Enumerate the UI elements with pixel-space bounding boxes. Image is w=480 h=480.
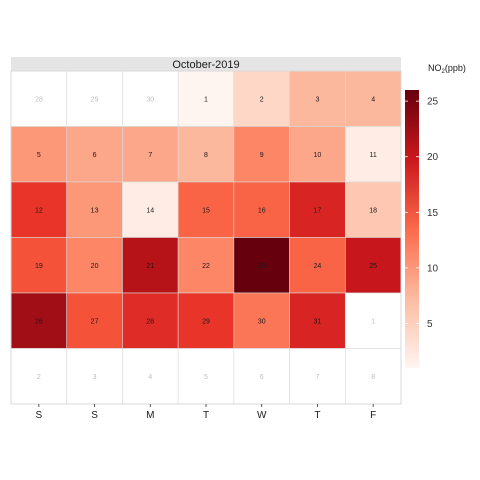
day-number-label: 8	[371, 374, 375, 381]
day-number-label: 5	[204, 374, 208, 381]
day-number-label: 17	[314, 207, 322, 214]
day-number-label: 24	[314, 263, 322, 270]
day-cell	[122, 237, 179, 294]
day-number-label: 3	[315, 96, 319, 103]
day-cell	[344, 237, 402, 294]
day-cell	[233, 181, 290, 238]
day-number-label: 29	[91, 96, 99, 103]
day-cell	[289, 70, 346, 127]
day-number-label: 30	[258, 318, 266, 325]
day-number-label: 4	[371, 96, 375, 103]
day-number-label: 26	[35, 318, 43, 325]
day-cell	[233, 126, 290, 183]
day-number-label: 7	[148, 152, 152, 159]
day-cell	[10, 237, 68, 294]
day-number-label: 3	[93, 374, 97, 381]
day-number-label: 6	[93, 152, 97, 159]
day-number-label: 1	[204, 96, 208, 103]
legend-tick-label: 5	[427, 319, 433, 330]
day-number-label: 21	[146, 263, 154, 270]
day-number-label: 28	[35, 96, 43, 103]
outside-day-cell	[177, 348, 235, 405]
day-number-label: 7	[315, 374, 319, 381]
day-cell	[233, 237, 290, 294]
day-number-label: 20	[91, 263, 99, 270]
day-number-label: 14	[146, 207, 154, 214]
day-number-label: 8	[204, 152, 208, 159]
day-cell	[122, 292, 179, 349]
day-cell	[177, 181, 235, 238]
day-number-label: 25	[369, 263, 377, 270]
legend-tick-label: 10	[427, 263, 439, 274]
day-cell	[66, 126, 123, 183]
day-number-label: 13	[91, 207, 99, 214]
day-number-label: 31	[314, 318, 322, 325]
weekday-label: M	[146, 410, 154, 421]
weekday-label: W	[257, 410, 267, 421]
day-cell	[344, 126, 402, 183]
day-number-label: 15	[202, 207, 210, 214]
outside-day-cell	[122, 348, 179, 405]
day-number-label: 5	[37, 152, 41, 159]
chart-title: October-2019	[172, 59, 239, 71]
weekday-label: S	[91, 410, 98, 421]
day-cell	[177, 237, 235, 294]
day-number-label: 11	[370, 152, 377, 159]
day-number-label: 4	[148, 374, 152, 381]
day-number-label: 28	[146, 318, 154, 325]
day-number-label: 10	[314, 152, 322, 159]
day-number-label: 23	[258, 263, 266, 270]
outside-day-cell	[344, 348, 402, 405]
legend-colorbar	[405, 90, 419, 368]
day-number-label: 19	[35, 263, 43, 270]
weekday-label: S	[36, 410, 43, 421]
legend-tick-label: 20	[427, 152, 439, 163]
weekday-label: T	[314, 410, 320, 421]
day-number-label: 30	[146, 96, 154, 103]
day-number-label: 29	[202, 318, 210, 325]
legend-tick-label: 15	[427, 208, 439, 219]
day-cell	[344, 70, 402, 127]
strip-background	[11, 57, 401, 71]
day-cell	[289, 237, 346, 294]
day-number-label: 27	[91, 318, 99, 325]
day-cell	[289, 126, 346, 183]
legend-tick-label: 25	[427, 97, 439, 108]
legend: NO2(ppb) 5 10 15 20 25	[405, 63, 466, 368]
weekday-label: T	[203, 410, 209, 421]
day-number-label: 22	[202, 263, 210, 270]
day-cell	[10, 181, 68, 238]
outside-day-cell	[66, 348, 123, 405]
weekday-label: F	[370, 410, 376, 421]
outside-day-cell	[344, 292, 402, 349]
legend-title: NO2(ppb)	[428, 63, 466, 75]
day-number-label: 2	[37, 374, 41, 381]
day-number-label: 18	[369, 207, 377, 214]
outside-day-cell	[289, 348, 346, 405]
day-number-label: 9	[260, 152, 264, 159]
day-number-label: 1	[371, 318, 375, 325]
day-cell	[233, 292, 290, 349]
day-cell	[177, 126, 235, 183]
day-number-label: 6	[260, 374, 264, 381]
day-cell	[10, 292, 68, 349]
day-number-label: 16	[258, 207, 266, 214]
legend-ticks: 5 10 15 20 25	[405, 97, 439, 330]
day-number-label: 2	[260, 96, 264, 103]
day-cell	[177, 292, 235, 349]
day-cell	[289, 292, 346, 349]
day-number-label: 12	[35, 207, 43, 214]
day-cell	[10, 126, 68, 183]
